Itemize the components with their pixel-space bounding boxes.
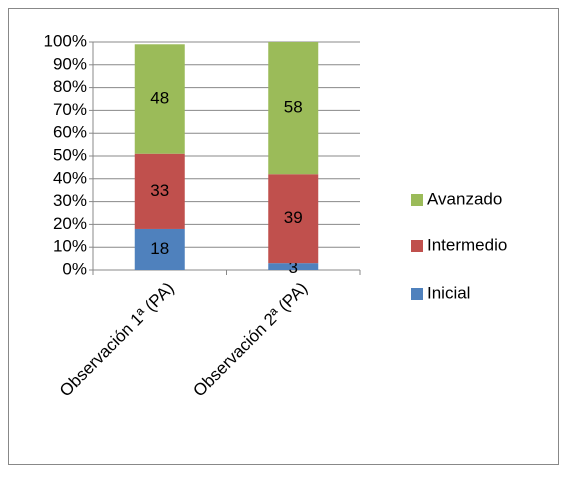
data-label: 39 [284,208,303,227]
data-label: 33 [150,181,169,200]
legend-swatch [411,194,423,206]
data-label: 3 [289,258,298,277]
y-tick-label: 20% [53,214,87,233]
legend-swatch [411,240,423,252]
legend-label: Intermedio [427,235,507,254]
bar-segment [268,263,319,270]
y-tick-label: 30% [53,191,87,210]
y-tick-label: 70% [53,100,87,119]
bar-segment [134,44,185,154]
bar-segment [268,174,319,264]
y-tick-label: 100% [44,31,87,50]
bar-segment [134,228,185,270]
data-label: 48 [150,88,169,107]
bar-segment [134,153,185,229]
legend-label: Inicial [427,283,470,302]
y-tick-label: 90% [53,54,87,73]
y-tick-label: 50% [53,145,87,164]
bar-segment [268,42,319,175]
y-tick-label: 0% [62,259,87,278]
y-tick-label: 40% [53,168,87,187]
y-tick-label: 80% [53,77,87,96]
y-tick-label: 10% [53,237,87,256]
legend-swatch [411,288,423,300]
data-label: 58 [284,98,303,117]
legend-label: Avanzado [427,189,502,208]
data-label: 18 [150,239,169,258]
y-tick-label: 60% [53,123,87,142]
